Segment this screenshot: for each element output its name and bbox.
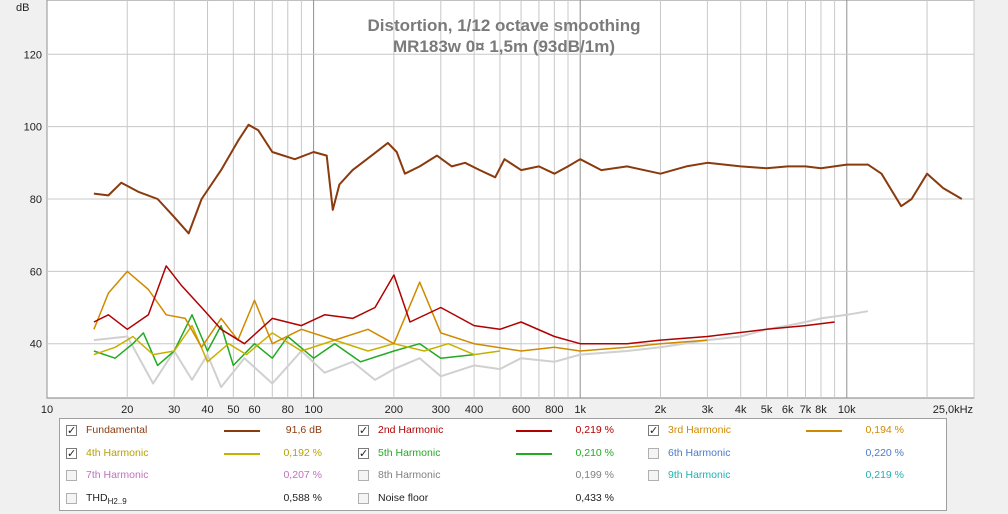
y-axis-label: dB: [16, 2, 29, 14]
y-tick-label: 40: [30, 339, 42, 351]
legend-value: 0,194 %: [865, 424, 904, 436]
y-tick-label: 80: [30, 194, 42, 206]
legend-label: 3rd Harmonic: [668, 424, 731, 436]
x-tick-label: 30: [168, 404, 180, 416]
legend-label: Noise floor: [378, 492, 428, 504]
legend-checkbox[interactable]: ✓: [358, 447, 369, 460]
legend-checkbox[interactable]: [66, 492, 77, 504]
x-tick-label: 4k: [735, 404, 747, 416]
legend-checkbox[interactable]: [358, 492, 369, 504]
legend-value: 0,207 %: [283, 469, 322, 481]
x-tick-label: 7k: [800, 404, 812, 416]
legend-label: 6th Harmonic: [668, 447, 730, 459]
legend-label-text: 5th Harmonic: [378, 446, 441, 459]
legend-value: 0,219 %: [575, 424, 614, 436]
legend-label-text: 3rd Harmonic: [668, 424, 732, 436]
legend-checkbox[interactable]: [358, 470, 369, 481]
legend-label-text: 9th Harmonic: [668, 469, 731, 481]
legend-label-text: Noise floor: [378, 491, 429, 504]
x-tick-label: 2k: [655, 404, 667, 416]
y-axis: 40 60 80 100 120: [24, 49, 42, 350]
legend-label: 4th Harmonic: [86, 447, 148, 459]
legend-value: 0,588 %: [283, 491, 322, 504]
gridlines: [46, 0, 975, 398]
series-3rd-harmonic: [93, 270, 708, 352]
x-tick-label: 600: [512, 404, 530, 416]
legend-value: 0,220 %: [865, 446, 904, 459]
x-tick-label: 5k: [761, 404, 773, 416]
legend-swatch: [516, 430, 552, 432]
x-tick-label: 300: [432, 404, 450, 416]
legend-checkbox[interactable]: ✓: [66, 447, 77, 460]
legend-value: 0,219 %: [865, 469, 904, 481]
series-4th-harmonic: [93, 324, 501, 363]
legend-swatch: [516, 452, 552, 455]
legend-value: 91,6 dB: [285, 424, 322, 436]
legend-label: 7th Harmonic: [86, 469, 148, 481]
series-fundamental: [93, 123, 963, 235]
legend-checkbox[interactable]: ✓: [66, 425, 77, 437]
x-tick-label: 800: [545, 404, 563, 416]
x-tick-label: 6k: [782, 404, 794, 416]
x-axis: 10 20 30 40 50 60 80 100 200 300 400 600 800 1k 2k 3k 4k…: [41, 404, 973, 416]
legend-swatch: [806, 430, 842, 432]
legend-label-text: THD: [86, 491, 108, 504]
series-2nd-harmonic: [93, 265, 835, 345]
x-tick-label: 8k: [815, 404, 827, 416]
legend-value: 0,199 %: [575, 469, 614, 481]
x-tick-label: 10: [41, 404, 53, 416]
legend-label-text: Fundamental: [86, 424, 148, 436]
legend-checkbox[interactable]: [66, 470, 77, 481]
legend-value: 0,210 %: [575, 446, 614, 459]
legend-label: 9th Harmonic: [668, 469, 730, 481]
x-tick-label: 10k: [838, 404, 856, 416]
legend-label-text: 8th Harmonic: [378, 469, 441, 481]
legend-swatch: [224, 430, 260, 432]
legend: ✓ Fundamental 91,6 dB ✓ 2nd Harmonic 0,219 % ✓…: [59, 418, 947, 511]
legend-swatch: [224, 452, 260, 455]
x-tick-label: 200: [385, 404, 403, 416]
legend-label-text: 4th Harmonic: [86, 446, 149, 459]
legend-value: 0,192 %: [283, 446, 322, 459]
x-tick-label: 3k: [702, 404, 714, 416]
legend-label-text: 7th Harmonic: [86, 469, 149, 481]
y-tick-label: 100: [24, 122, 42, 134]
x-tick-label: 1k: [574, 404, 586, 416]
x-tick-label: 100: [304, 404, 322, 416]
x-tick-label: 80: [282, 404, 294, 416]
legend-label-subscript: H2..9: [107, 496, 127, 506]
chart-subtitle: MR183w 0¤ 1,5m (93dB/1m): [393, 37, 615, 56]
x-tick-label: 60: [248, 404, 260, 416]
legend-label-text: 2nd Harmonic: [378, 424, 444, 436]
legend-label: THDH2..9: [86, 492, 127, 506]
x-tick-label: 25,0kHz: [933, 404, 973, 416]
series-group: [93, 123, 963, 389]
chart-title: Distortion, 1/12 octave smoothing: [368, 16, 641, 35]
y-tick-label: 60: [30, 266, 42, 278]
x-tick-label: 20: [121, 404, 133, 416]
legend-checkbox[interactable]: [648, 470, 659, 481]
legend-checkbox[interactable]: ✓: [648, 425, 659, 437]
legend-label-text: 6th Harmonic: [668, 446, 731, 459]
x-tick-label: 400: [465, 404, 483, 416]
distortion-chart: 10 20 30 40 50 60 80 100 200 300 400 600 800 1k 2k 3k 4k…: [16, 0, 975, 416]
series-5th-harmonic: [93, 314, 475, 367]
x-tick-label: 50: [227, 404, 239, 416]
legend-label: Fundamental: [86, 424, 147, 436]
legend-label: 8th Harmonic: [378, 469, 440, 481]
legend-checkbox[interactable]: [648, 447, 659, 459]
legend-label: 5th Harmonic: [378, 447, 440, 459]
legend-label: 2nd Harmonic: [378, 424, 443, 436]
y-tick-label: 120: [24, 49, 42, 61]
legend-checkbox[interactable]: ✓: [358, 425, 369, 437]
x-tick-label: 40: [201, 404, 213, 416]
legend-value: 0,433 %: [575, 491, 614, 504]
